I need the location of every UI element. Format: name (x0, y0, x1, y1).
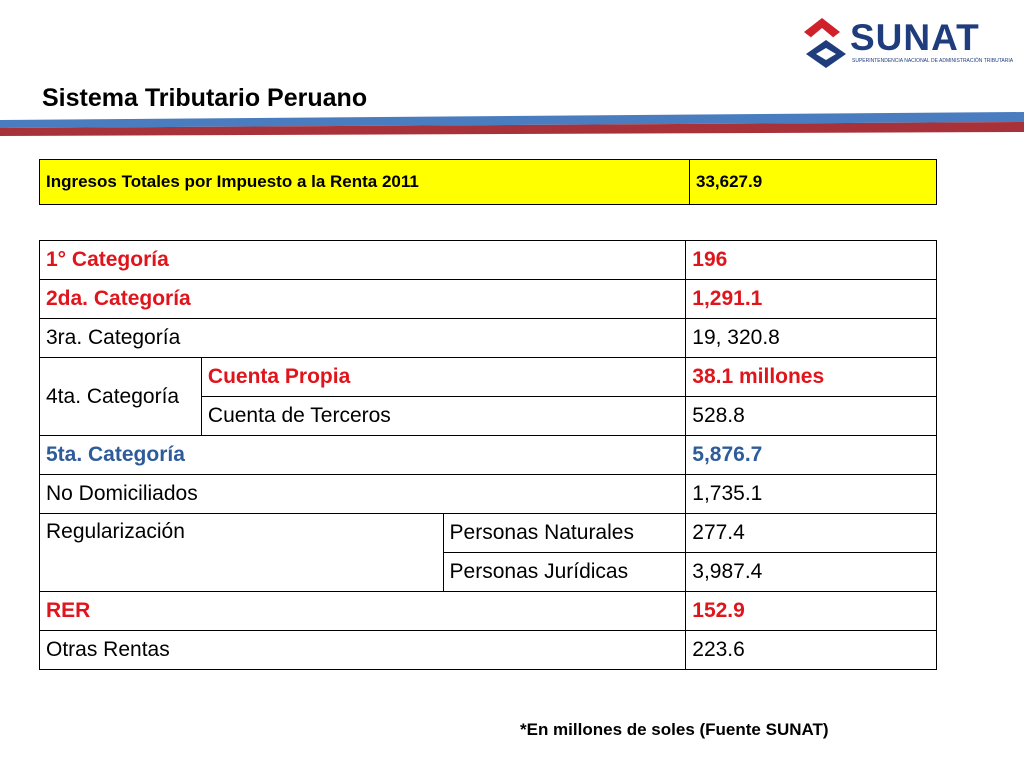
naturales-value: 277.4 (685, 513, 937, 553)
no-domiciliados-label: No Domiciliados (38, 474, 687, 514)
rer-value: 152.9 (685, 591, 937, 631)
table-row: Otras Rentas 223.6 (38, 630, 937, 670)
page-title: Sistema Tributario Peruano (42, 84, 368, 112)
table-row: 5ta. Categoría 5,876.7 (38, 435, 937, 475)
summary-row: Ingresos Totales por Impuesto a la Renta… (39, 159, 937, 205)
table-row: No Domiciliados 1,735.1 (38, 474, 937, 514)
cat5-value: 5,876.7 (685, 435, 937, 475)
cat3-value: 19, 320.8 (685, 318, 937, 358)
juridicas-label: Personas Jurídicas (442, 552, 687, 592)
summary-value: 33,627.9 (689, 159, 937, 205)
cat4-propia-label: Cuenta Propia (200, 357, 687, 397)
juridicas-value: 3,987.4 (685, 552, 937, 592)
table-row: 1° Categoría 196 (38, 240, 937, 280)
cat3-label: 3ra. Categoría (38, 318, 687, 358)
sunat-emblem-icon (804, 18, 846, 68)
otras-value: 223.6 (685, 630, 937, 670)
table-row: 3ra. Categoría 19, 320.8 (38, 318, 937, 358)
sunat-logo: SUNAT SUPERINTENDENCIA NACIONAL DE ADMIN… (804, 14, 1013, 70)
footnote: *En millones de soles (Fuente SUNAT) (520, 720, 829, 739)
logo-subtitle: SUPERINTENDENCIA NACIONAL DE ADMINISTRAC… (852, 58, 1014, 64)
cat4-propia-value: 38.1 millones (685, 357, 937, 397)
cat1-value: 196 (685, 240, 937, 280)
income-table: 1° Categoría 196 2da. Categoría 1,291.1 … (38, 240, 937, 670)
cat5-label: 5ta. Categoría (38, 435, 687, 475)
table-row: 4ta. Categoría Cuenta Propia 38.1 millon… (39, 357, 937, 436)
logo-text: SUNAT (850, 17, 980, 58)
summary-table: Ingresos Totales por Impuesto a la Renta… (39, 159, 937, 205)
regularizacion-label: Regularización (39, 513, 444, 592)
summary-label: Ingresos Totales por Impuesto a la Renta… (39, 159, 690, 205)
cat4-label: 4ta. Categoría (39, 357, 202, 436)
naturales-label: Personas Naturales (442, 513, 687, 553)
cat2-label: 2da. Categoría (38, 279, 687, 319)
cat4-terceros-label: Cuenta de Terceros (200, 396, 687, 436)
table-row: Regularización Personas Naturales 277.4 (39, 513, 937, 592)
table-row: 2da. Categoría 1,291.1 (38, 279, 937, 319)
cat4-terceros-value: 528.8 (685, 396, 937, 436)
no-domiciliados-value: 1,735.1 (685, 474, 937, 514)
otras-label: Otras Rentas (38, 630, 687, 670)
cat1-label: 1° Categoría (38, 240, 687, 280)
table-row: RER 152.9 (38, 591, 937, 631)
header-divider (0, 112, 1024, 136)
cat2-value: 1,291.1 (685, 279, 937, 319)
table-row: Cuenta de Terceros 528.8 (40, 396, 937, 436)
rer-label: RER (38, 591, 687, 631)
